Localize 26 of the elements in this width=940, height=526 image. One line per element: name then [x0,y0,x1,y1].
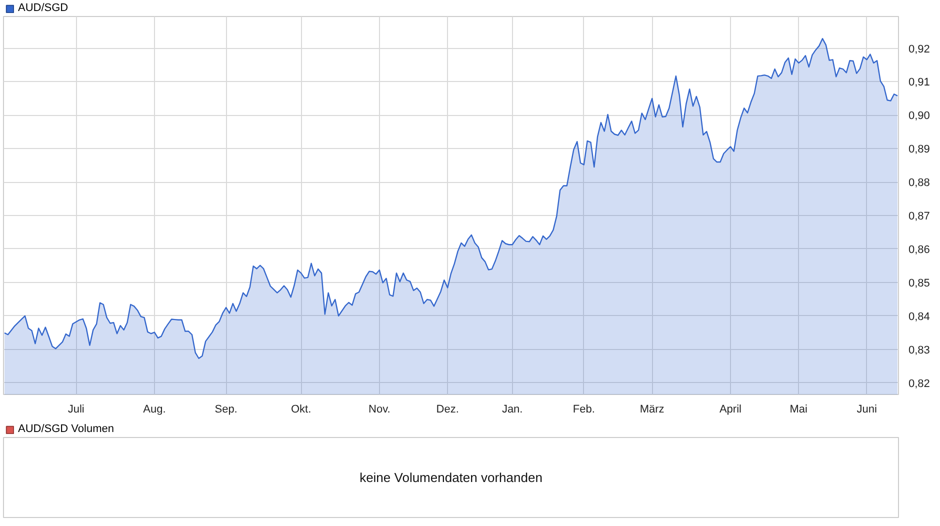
x-tick-label: Aug. [143,404,166,416]
x-tick-label: Dez. [436,404,459,416]
y-tick-label: 0,88 [908,177,930,190]
x-tick-label: April [719,404,742,416]
legend-label: AUD/SGD [18,2,68,14]
legend-label: AUD/SGD Volumen [18,423,114,435]
x-tick-label: Juni [856,404,877,416]
x-tick-label: März [640,404,664,416]
x-tick-label: Sep. [214,404,238,416]
x-tick-label: Mai [790,404,808,416]
y-tick-label: 0,87 [908,210,930,223]
text: keine Volumendaten vorhanden [360,470,542,485]
x-tick-label: Nov. [368,404,390,416]
y-tick-label: 0,86 [908,244,930,256]
y-tick-label: 0,92 [908,43,930,56]
y-tick-label: 0,91 [908,76,930,89]
x-tick-label: Juli [68,404,84,416]
x-tick-label: Feb. [572,404,595,416]
y-tick-label: 0,82 [908,378,930,390]
y-tick-label: 0,90 [908,110,930,122]
y-tick-label: 0,83 [908,344,930,356]
x-tick-label: Okt. [290,404,312,416]
y-tick-label: 0,89 [908,144,930,156]
y-tick-label: 0,85 [908,277,930,290]
y-tick-label: 0,84 [908,310,930,323]
x-tick-label: Jan. [502,404,523,416]
